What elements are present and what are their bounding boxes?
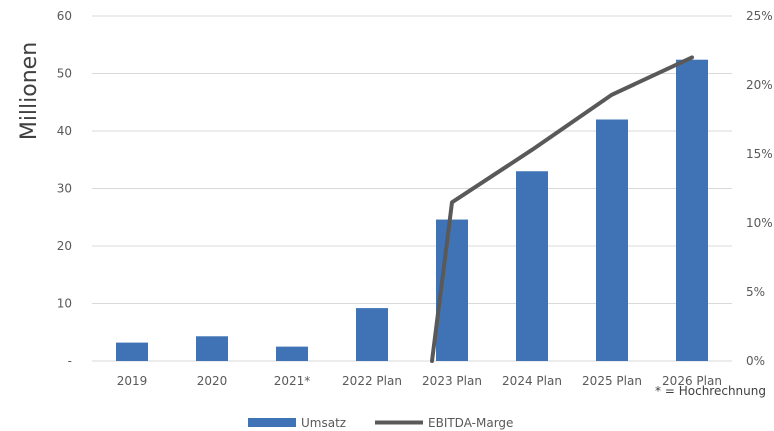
- x-axis-ticks: 2019 2020 2021* 2022 Plan 2023 Plan 2024 Plan…: [117, 374, 722, 388]
- y2-tick-label: 5%: [746, 285, 765, 299]
- legend: Umsatz EBITDA-Marge: [248, 416, 513, 430]
- right-axis-ticks: 0% 5% 10% 15% 20% 25%: [746, 9, 773, 368]
- x-tick-label: 2026 Plan: [662, 374, 722, 388]
- gridlines: [92, 15, 732, 362]
- y-tick-label: 20: [57, 239, 72, 253]
- y2-tick-label: 10%: [746, 216, 773, 230]
- y-tick-label: 10: [57, 297, 72, 311]
- line-series-ebitda-marge: [430, 55, 694, 363]
- x-tick-label: 2024 Plan: [502, 374, 562, 388]
- y-tick-label: -: [68, 354, 72, 368]
- x-tick-label: 2021*: [274, 374, 311, 388]
- y2-tick-label: 20%: [746, 78, 773, 92]
- bar: [596, 119, 628, 361]
- legend-label-umsatz: Umsatz: [301, 416, 346, 430]
- left-axis-ticks: - 10 20 30 40 50 60: [57, 9, 72, 368]
- bar: [516, 171, 548, 361]
- y-tick-label: 60: [57, 9, 72, 23]
- y-axis-label: Millionen: [17, 42, 42, 140]
- bar: [356, 308, 388, 361]
- y2-tick-label: 15%: [746, 147, 773, 161]
- x-tick-label: 2025 Plan: [582, 374, 642, 388]
- x-tick-label: 2019: [117, 374, 148, 388]
- bar-series-umsatz: [116, 59, 708, 361]
- ebitda-marge-line: [430, 55, 694, 363]
- y2-tick-label: 0%: [746, 354, 765, 368]
- bar: [116, 342, 148, 361]
- legend-label-ebitda-marge: EBITDA-Marge: [428, 416, 513, 430]
- x-tick-label: 2023 Plan: [422, 374, 482, 388]
- y2-tick-label: 25%: [746, 9, 773, 23]
- bar: [196, 336, 228, 361]
- legend-swatch-umsatz: [248, 418, 296, 427]
- bar: [676, 59, 708, 361]
- y-tick-label: 50: [57, 67, 72, 81]
- y-tick-label: 30: [57, 182, 72, 196]
- y-tick-label: 40: [57, 124, 72, 138]
- footnote: * = Hochrechnung: [655, 384, 766, 398]
- x-tick-label: 2020: [197, 374, 228, 388]
- bar: [276, 346, 308, 361]
- x-tick-label: 2022 Plan: [342, 374, 402, 388]
